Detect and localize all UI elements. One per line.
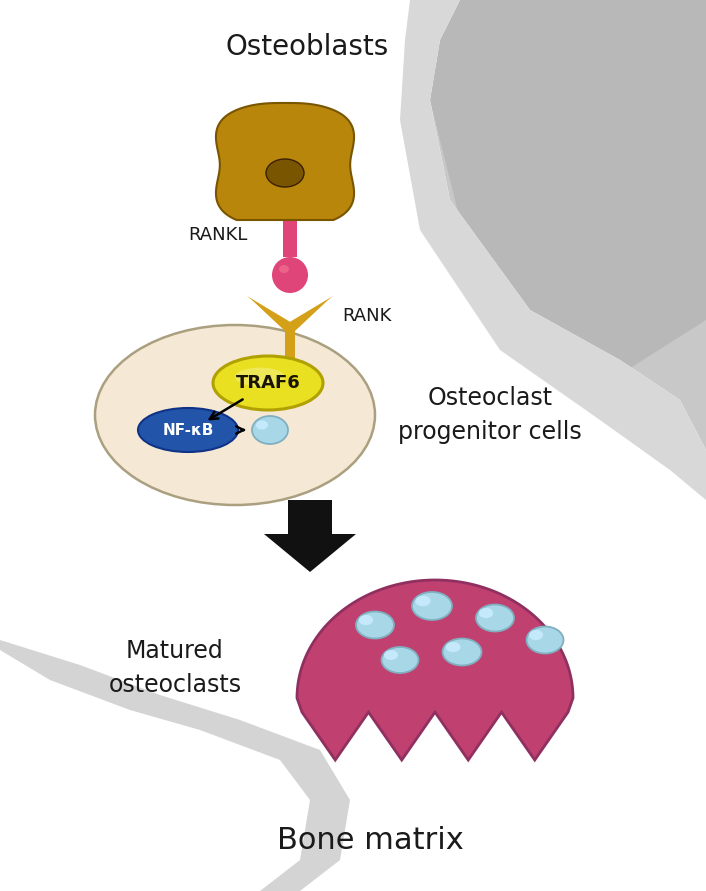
Text: TRAF6: TRAF6 [236, 374, 300, 392]
Polygon shape [0, 640, 350, 891]
Ellipse shape [138, 408, 238, 452]
Ellipse shape [412, 592, 452, 620]
Ellipse shape [415, 596, 431, 606]
Polygon shape [264, 500, 356, 572]
Ellipse shape [359, 615, 373, 625]
Polygon shape [288, 296, 333, 331]
Text: Bone matrix: Bone matrix [277, 825, 463, 854]
Text: NF-κB: NF-κB [162, 422, 214, 437]
Text: RANKL: RANKL [189, 226, 248, 244]
Ellipse shape [381, 647, 419, 673]
Bar [285, 331, 295, 386]
Ellipse shape [384, 650, 398, 660]
Ellipse shape [252, 416, 288, 444]
Ellipse shape [95, 325, 375, 505]
Ellipse shape [476, 604, 514, 632]
Ellipse shape [527, 626, 563, 653]
Text: RANK: RANK [342, 307, 391, 325]
Polygon shape [297, 580, 573, 760]
Polygon shape [400, 0, 706, 400]
Polygon shape [0, 600, 350, 891]
Polygon shape [400, 0, 706, 500]
Ellipse shape [529, 630, 543, 640]
Polygon shape [216, 103, 354, 220]
Ellipse shape [356, 611, 394, 639]
Bar [283, 217, 297, 257]
Ellipse shape [266, 159, 304, 187]
Ellipse shape [279, 265, 289, 273]
Ellipse shape [445, 642, 460, 652]
Text: Osteoblasts: Osteoblasts [225, 33, 388, 61]
Polygon shape [247, 296, 292, 331]
Circle shape [272, 257, 308, 293]
Text: Osteoclast
progenitor cells: Osteoclast progenitor cells [398, 387, 582, 444]
Text: Matured
osteoclasts: Matured osteoclasts [109, 639, 241, 697]
Ellipse shape [213, 356, 323, 410]
Ellipse shape [443, 639, 481, 666]
Ellipse shape [256, 421, 268, 429]
Ellipse shape [235, 368, 285, 387]
Ellipse shape [479, 608, 493, 618]
